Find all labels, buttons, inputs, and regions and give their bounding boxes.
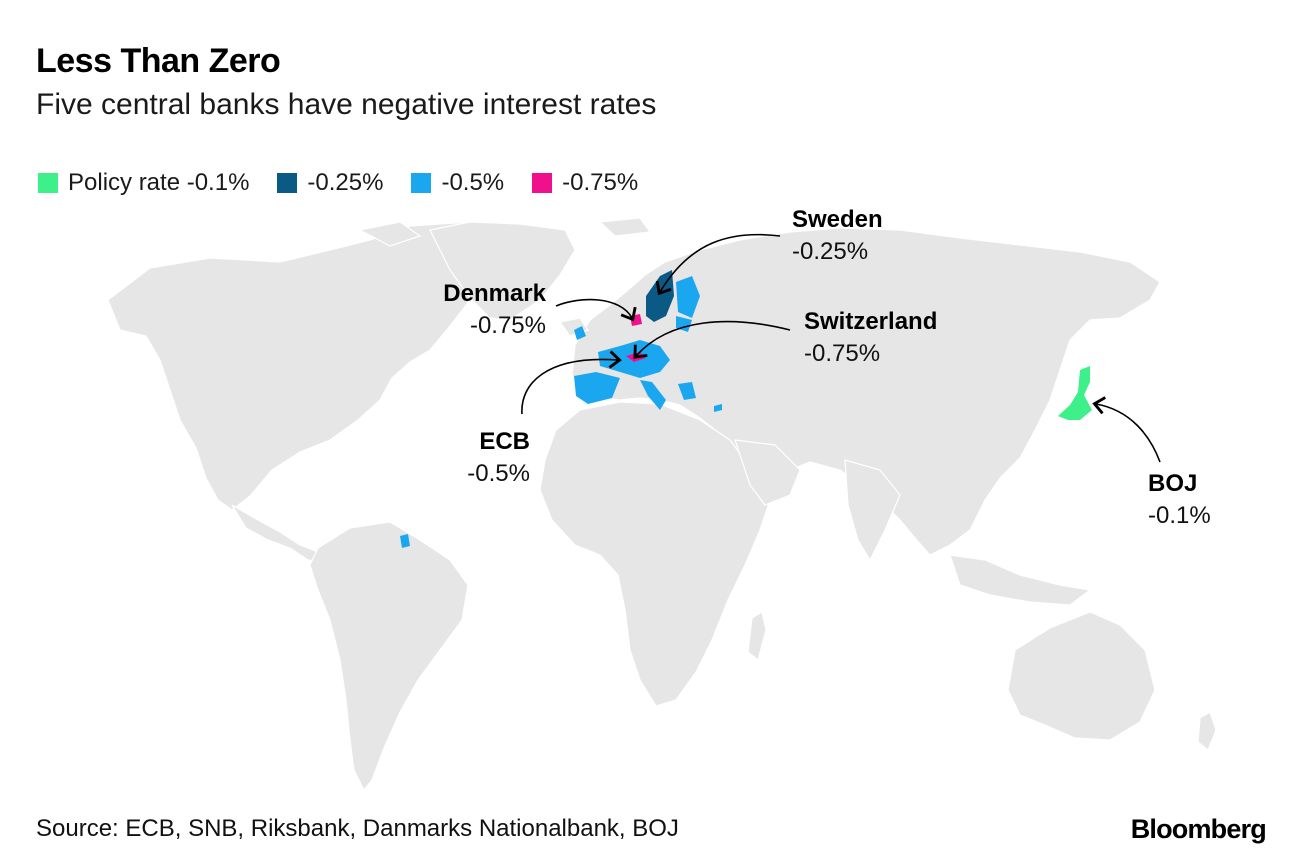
callout-denmark-name: Denmark <box>443 280 546 307</box>
legend: Policy rate -0.1% -0.25% -0.5% -0.75% <box>38 169 666 197</box>
africa <box>539 401 771 707</box>
callout-sweden-rate: -0.25% <box>792 238 869 265</box>
boj-arrow <box>1092 396 1161 463</box>
iberia <box>574 372 620 404</box>
callout-switzerland: Switzerland -0.75% <box>804 306 937 370</box>
callout-ecb: ECB -0.5% <box>456 426 530 490</box>
callout-boj: BOJ -0.1% <box>1148 468 1211 532</box>
callout-boj-name: BOJ <box>1148 470 1198 497</box>
callout-boj-rate: -0.1% <box>1148 502 1211 529</box>
legend-label-0.5: -0.5% <box>441 169 505 196</box>
denmark-arrow <box>555 298 637 322</box>
ireland <box>574 326 586 340</box>
callout-denmark: Denmark -0.75% <box>424 278 546 342</box>
chart-subtitle: Five central banks have negative interes… <box>36 88 657 121</box>
legend-swatch-0.25 <box>277 173 298 193</box>
legend-swatch-0.1 <box>38 173 58 193</box>
legend-label-0.1: Policy rate -0.1% <box>68 169 250 196</box>
callout-sweden: Sweden -0.25% <box>792 204 883 268</box>
source-note: Source: ECB, SNB, Riksbank, Danmarks Nat… <box>36 815 679 842</box>
sweden-arrow <box>655 233 781 296</box>
callout-ecb-name: ECB <box>479 428 530 455</box>
legend-label-0.75: -0.75% <box>562 169 639 196</box>
cyprus <box>714 404 722 412</box>
callout-switzerland-name: Switzerland <box>804 308 938 335</box>
chart-title: Less Than Zero <box>36 42 281 80</box>
denmark-shape <box>630 314 642 326</box>
japan-shape <box>1058 366 1092 420</box>
india <box>844 459 901 562</box>
callout-switzerland-rate: -0.75% <box>804 340 881 367</box>
greece <box>678 382 696 400</box>
legend-swatch-0.75 <box>532 173 553 193</box>
legend-swatch-0.5 <box>411 173 432 193</box>
australia <box>1007 611 1156 741</box>
legend-label-0.25: -0.25% <box>307 169 384 196</box>
bloomberg-logo: Bloomberg <box>1130 814 1267 844</box>
legend-item-0.1: Policy rate -0.1% <box>38 169 249 197</box>
arctic-islands <box>358 217 652 247</box>
ecb-arrow <box>521 350 622 415</box>
south-america <box>309 521 469 792</box>
callout-sweden-name: Sweden <box>792 206 883 233</box>
central-america <box>231 504 323 563</box>
callout-ecb-rate: -0.5% <box>467 460 530 487</box>
legend-item-0.75: -0.75% <box>532 169 638 197</box>
legend-item-0.25: -0.25% <box>277 169 383 197</box>
greenland <box>429 221 576 321</box>
italy <box>640 380 666 410</box>
finland-baltics <box>676 276 700 318</box>
arabia <box>734 439 801 506</box>
legend-item-0.5: -0.5% <box>411 169 504 197</box>
callout-denmark-rate: -0.75% <box>469 312 546 339</box>
southeast-asia <box>949 554 1092 606</box>
new-zealand <box>1197 711 1217 751</box>
land <box>107 217 1217 792</box>
madagascar <box>747 611 767 662</box>
french-guiana <box>400 534 410 548</box>
switzerland-arrow <box>633 320 791 359</box>
